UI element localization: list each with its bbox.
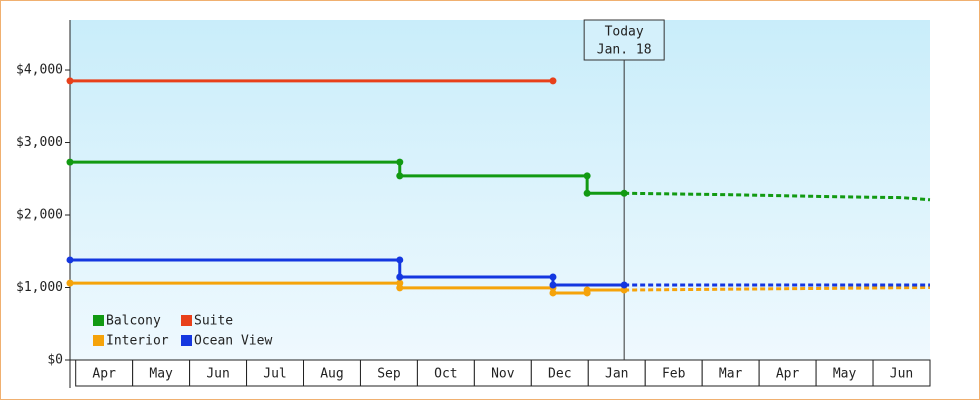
- y-tick-label: $3,000: [16, 135, 63, 150]
- x-tick-label: Mar: [719, 367, 743, 382]
- x-tick-label: Nov: [491, 367, 515, 382]
- x-tick-cell: [701, 359, 760, 387]
- x-tick-label: Jun: [206, 367, 229, 382]
- point: [583, 172, 591, 180]
- point: [66, 279, 74, 287]
- y-tick-label: $4,000: [16, 63, 63, 78]
- point: [549, 77, 557, 85]
- point: [549, 273, 557, 281]
- x-tick-label: Aug: [320, 367, 343, 382]
- point: [620, 281, 628, 289]
- point: [396, 158, 404, 166]
- point: [549, 281, 557, 289]
- x-tick-cell: [359, 359, 418, 387]
- legend-label: Suite: [194, 314, 233, 329]
- legend-label: Balcony: [106, 314, 161, 329]
- legend-label: Interior: [106, 334, 169, 349]
- x-tick-label: Jul: [263, 367, 286, 382]
- legend-swatch: [181, 335, 192, 346]
- series-line: [70, 258, 625, 287]
- point: [583, 189, 591, 197]
- today-box: [583, 19, 665, 61]
- x-tick-label: Dec: [548, 367, 571, 382]
- legend-swatch: [93, 335, 104, 346]
- x-tick-label: Jun: [890, 367, 913, 382]
- legend-swatch: [181, 315, 192, 326]
- point: [396, 284, 404, 292]
- y-tick-label: $2,000: [16, 208, 63, 223]
- series-line: [70, 160, 625, 195]
- today-label: Jan. 18: [597, 43, 652, 58]
- point: [66, 256, 74, 264]
- x-tick-cell: [416, 359, 475, 387]
- x-tick-label: Oct: [434, 367, 457, 382]
- point: [396, 172, 404, 180]
- point: [396, 256, 404, 264]
- point: [66, 158, 74, 166]
- y-tick-label: $0: [47, 353, 63, 368]
- x-tick-label: Apr: [776, 367, 800, 382]
- x-tick-label: Apr: [92, 367, 116, 382]
- plot-area: [70, 20, 930, 360]
- point: [396, 273, 404, 281]
- point: [583, 286, 591, 294]
- x-tick-label: May: [149, 367, 173, 382]
- x-tick-cell: [587, 359, 646, 387]
- point: [66, 77, 74, 85]
- point: [549, 289, 557, 297]
- x-tick-cell: [530, 359, 589, 387]
- forecast-line: [624, 191, 931, 202]
- legend-swatch: [93, 315, 104, 326]
- today-label: Today: [605, 25, 644, 40]
- x-tick-label: May: [833, 367, 857, 382]
- x-tick-cell: [246, 359, 305, 387]
- point: [620, 286, 628, 294]
- legend-label: Ocean View: [194, 334, 272, 349]
- x-tick-cell: [872, 359, 931, 387]
- x-tick-label: Jan: [605, 367, 628, 382]
- forecast-line: [624, 286, 931, 292]
- x-tick-cell: [758, 359, 817, 387]
- y-tick-label: $1,000: [16, 280, 63, 295]
- x-tick-label: Feb: [662, 367, 686, 382]
- x-tick-label: Sep: [377, 367, 401, 382]
- x-tick-cell: [303, 359, 361, 387]
- point: [620, 189, 628, 197]
